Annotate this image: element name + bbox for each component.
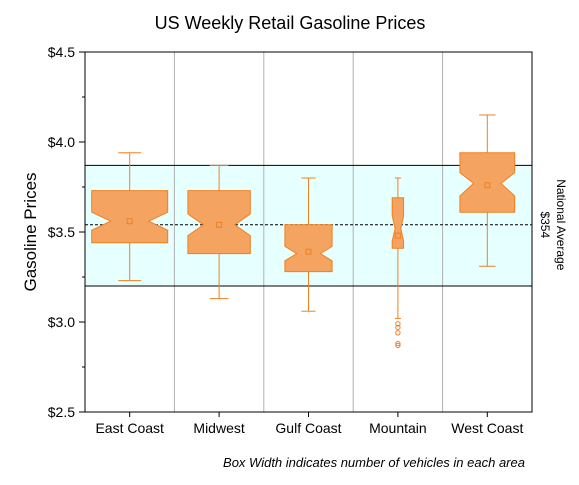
mean-marker (126, 218, 133, 225)
outlier-point (395, 324, 401, 331)
mean-marker (394, 232, 401, 239)
reference-line-value-label: $354 (538, 211, 552, 238)
y-tick-label: $3.5 (48, 224, 75, 240)
box-mountain: Mountain (369, 177, 427, 436)
y-axis-label: Gasoline Prices (21, 172, 40, 291)
x-tick-label: Midwest (193, 420, 244, 436)
outlier-point (395, 340, 401, 347)
y-tick-label: $4.0 (48, 134, 75, 150)
notched-box (391, 197, 405, 249)
plot-area: East Coast Midwest Gulf Coast Mountain West … (48, 44, 533, 436)
x-tick-label: West Coast (451, 420, 523, 436)
box-east-coast: East Coast (91, 152, 169, 436)
box-midwest: Midwest (187, 164, 251, 436)
y-tick-label: $2.5 (48, 404, 75, 420)
outlier-point (395, 321, 401, 327)
notched-box (284, 224, 333, 273)
x-tick-label: Mountain (369, 420, 427, 436)
y-tick-label: $3.0 (48, 314, 75, 330)
y-tick-label: $4.5 (48, 44, 75, 60)
x-tick-label: East Coast (95, 420, 164, 436)
mean-marker (484, 182, 491, 189)
reference-line-label: National Average (554, 179, 568, 271)
notched-box (91, 190, 169, 244)
mean-marker (305, 248, 312, 255)
chart-footnote: Box Width indicates number of vehicles i… (223, 455, 525, 470)
mean-marker (216, 221, 223, 228)
chart-title: US Weekly Retail Gasoline Prices (155, 13, 426, 33)
x-tick-label: Gulf Coast (275, 420, 341, 436)
outlier-point (395, 342, 401, 349)
outlier-point (395, 330, 401, 336)
box-gulf-coast: Gulf Coast (275, 177, 342, 436)
box-west-coast: West Coast (451, 114, 523, 436)
